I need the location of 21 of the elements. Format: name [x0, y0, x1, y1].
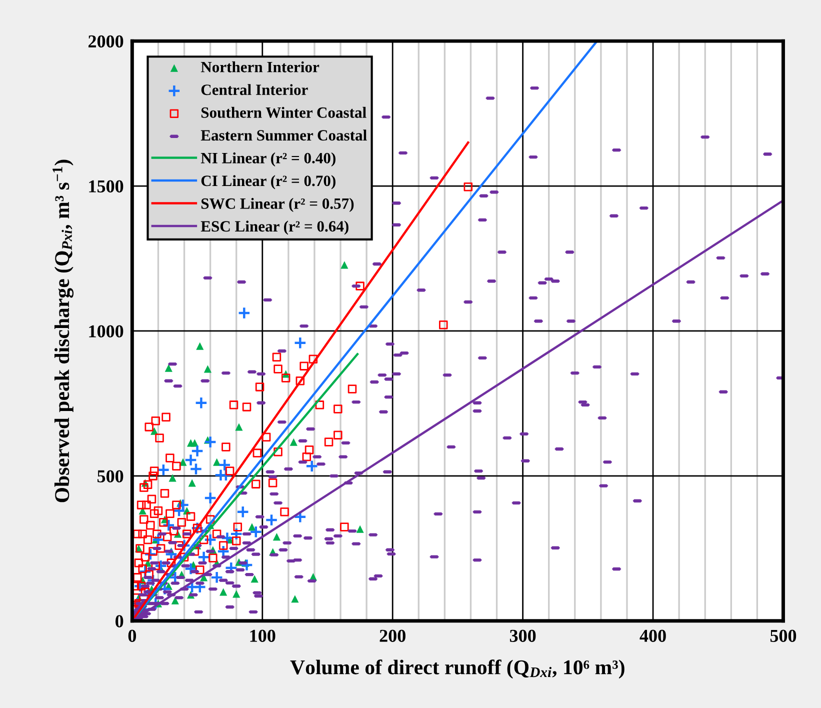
y-tick-label: 2000: [88, 35, 124, 48]
x-tick-label: 500: [770, 630, 796, 642]
legend-label: SWC Linear (r² = 0.57): [201, 198, 354, 212]
y-axis-title: Observed peak discharge (Q$_{Pxi}$, m³ s$^{−1}$): [52, 160, 74, 502]
y-tick-label: 1500: [89, 180, 124, 192]
x-axis-title: Volume of direct runoff (Q$_{Dxi}$, 10⁶ m³): [290, 660, 624, 679]
y-tick-label: 0: [116, 615, 124, 628]
legend-label: NI Linear (r² = 0.40): [200, 152, 336, 167]
x-tick-label: 0: [128, 630, 136, 642]
legend-label: Central Interior: [201, 84, 308, 96]
y-tick-label: 1000: [89, 325, 124, 338]
legend-label: Eastern Summer Coastal: [200, 130, 367, 141]
y-tick-label: 500: [97, 470, 124, 482]
legend-label: ESC Linear (r² = 0.64): [200, 220, 348, 235]
legend-label: Southern Winter Coastal: [201, 106, 366, 118]
x-tick-label: 300: [510, 630, 536, 642]
legend-label: CI Linear (r² = 0.70): [201, 175, 336, 190]
x-tick-label: 400: [640, 630, 666, 642]
x-tick-label: 200: [380, 630, 406, 642]
x-tick-label: 100: [250, 630, 276, 642]
legend-label: Northern Interior: [200, 61, 320, 72]
